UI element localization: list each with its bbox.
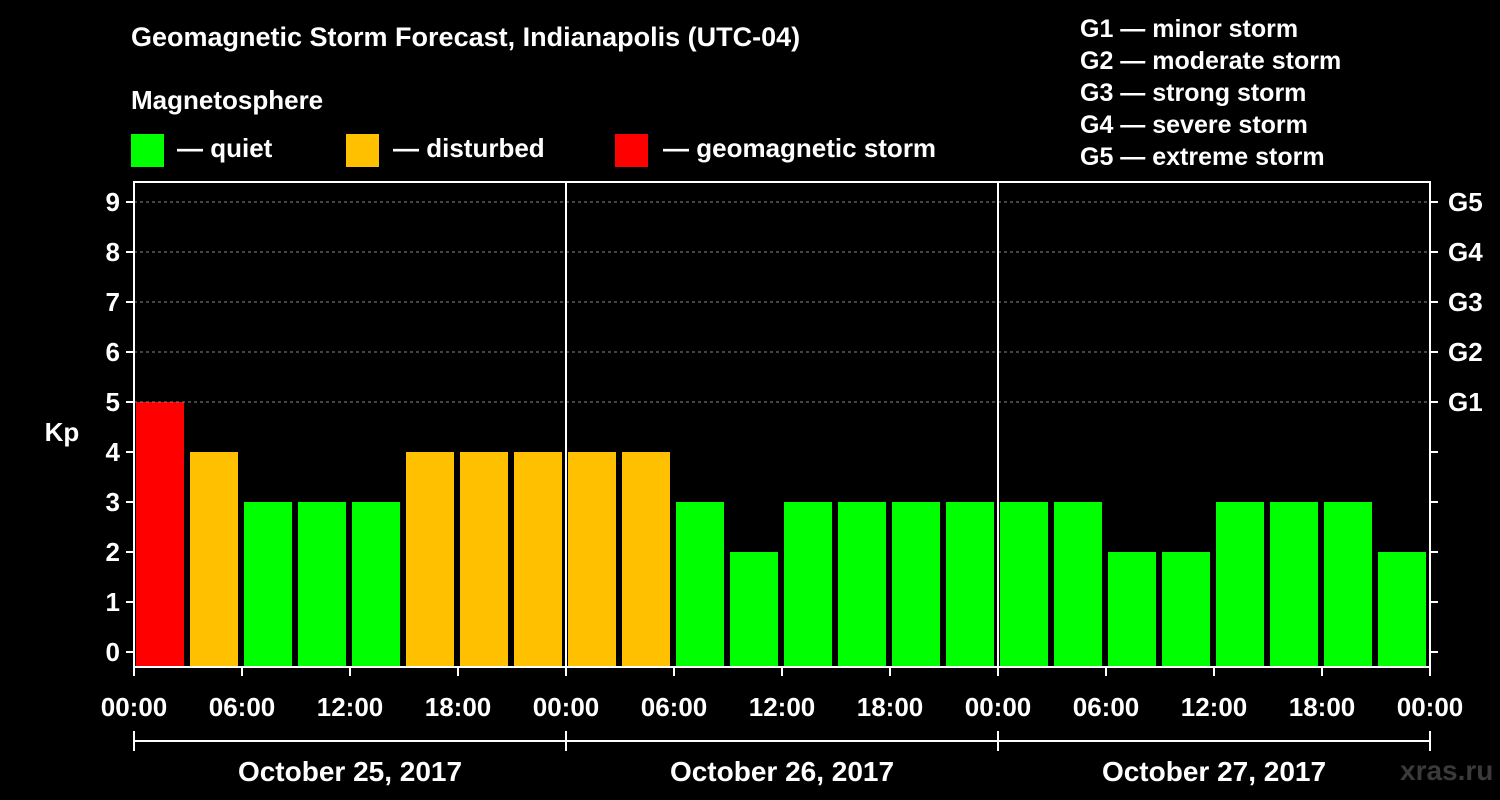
- kp-bar: [406, 452, 454, 666]
- x-tick-label: 18:00: [1289, 692, 1356, 722]
- kp-bar: [1162, 552, 1210, 666]
- legend-swatch-disturbed: [346, 134, 379, 167]
- kp-bar: [1324, 502, 1372, 666]
- kp-bar: [676, 502, 724, 666]
- kp-bar: [622, 452, 670, 666]
- x-tick-label: 06:00: [209, 692, 276, 722]
- kp-bar: [730, 552, 778, 666]
- kp-bar: [190, 452, 238, 666]
- kp-bar: [1378, 552, 1426, 666]
- kp-bar: [1054, 502, 1102, 666]
- kp-bar: [244, 502, 292, 666]
- kp-bar: [568, 452, 616, 666]
- x-tick-label: 06:00: [641, 692, 708, 722]
- kp-bar: [1270, 502, 1318, 666]
- y-tick-label: 6: [106, 337, 120, 367]
- kp-bar: [352, 502, 400, 666]
- kp-bar: [1108, 552, 1156, 666]
- watermark: xras.ru: [1400, 755, 1494, 786]
- kp-bar: [1216, 502, 1264, 666]
- legend-swatch-quiet: [131, 134, 164, 167]
- x-tick-label: 12:00: [749, 692, 816, 722]
- legend-label-quiet: — quiet: [177, 133, 273, 163]
- y-tick-label: 9: [106, 187, 120, 217]
- kp-bar: [460, 452, 508, 666]
- date-label: October 27, 2017: [1102, 756, 1326, 787]
- right-tick-label: G2: [1448, 337, 1483, 367]
- x-tick-label: 18:00: [857, 692, 924, 722]
- kp-bar: [946, 502, 994, 666]
- right-tick-label: G5: [1448, 187, 1483, 217]
- storm-scale-g1: G1 — minor storm: [1080, 15, 1299, 43]
- storm-scale-g3: G3 — strong storm: [1080, 79, 1307, 107]
- x-tick-label: 00:00: [1397, 692, 1464, 722]
- storm-scale-g2: G2 — moderate storm: [1080, 47, 1342, 75]
- chart-title: Geomagnetic Storm Forecast, Indianapolis…: [131, 22, 801, 52]
- x-tick-label: 00:00: [965, 692, 1032, 722]
- date-label: October 25, 2017: [238, 756, 462, 787]
- x-tick-label: 00:00: [533, 692, 600, 722]
- kp-bar: [892, 502, 940, 666]
- right-tick-label: G3: [1448, 287, 1483, 317]
- y-tick-label: 8: [106, 237, 120, 267]
- x-tick-label: 06:00: [1073, 692, 1140, 722]
- y-tick-label: 5: [106, 387, 120, 417]
- y-axis-label: Kp: [45, 417, 80, 447]
- x-tick-label: 18:00: [425, 692, 492, 722]
- y-tick-label: 0: [106, 637, 120, 667]
- date-label: October 26, 2017: [670, 756, 894, 787]
- x-tick-label: 00:00: [101, 692, 168, 722]
- legend-label-disturbed: — disturbed: [393, 133, 545, 163]
- kp-bar: [136, 402, 184, 666]
- storm-scale-g4: G4 — severe storm: [1080, 111, 1308, 139]
- kp-bar: [838, 502, 886, 666]
- storm-scale-g5: G5 — extreme storm: [1080, 143, 1325, 171]
- legend-label-storm: — geomagnetic storm: [663, 133, 937, 163]
- y-tick-label: 7: [106, 287, 120, 317]
- kp-bar: [298, 502, 346, 666]
- right-tick-label: G1: [1448, 387, 1483, 417]
- x-tick-label: 12:00: [1181, 692, 1248, 722]
- kp-bar: [514, 452, 562, 666]
- legend-swatch-storm: [615, 134, 648, 167]
- y-tick-label: 2: [106, 537, 120, 567]
- kp-bar: [784, 502, 832, 666]
- x-tick-label: 12:00: [317, 692, 384, 722]
- right-tick-label: G4: [1448, 237, 1483, 267]
- y-tick-label: 4: [106, 437, 121, 467]
- kp-bar: [1000, 502, 1048, 666]
- y-tick-label: 1: [106, 587, 120, 617]
- legend-heading: Magnetosphere: [131, 85, 324, 115]
- y-tick-label: 3: [106, 487, 120, 517]
